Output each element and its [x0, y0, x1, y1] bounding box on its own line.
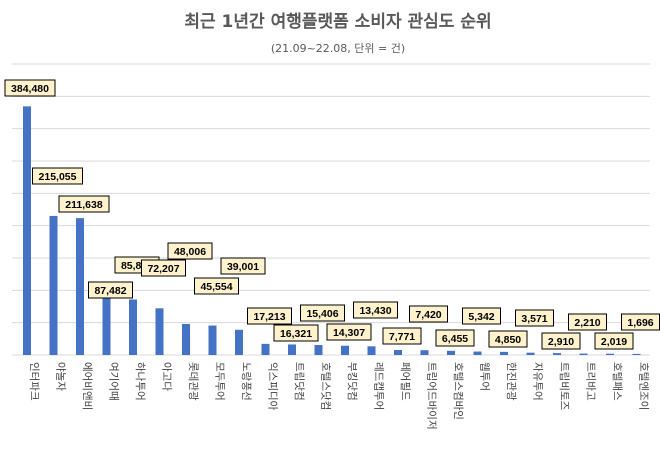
data-label: 2,210 — [574, 317, 600, 329]
x-tick-label: 에어비앤비 — [81, 362, 93, 410]
data-label-box — [353, 301, 398, 319]
data-label-box — [326, 323, 372, 341]
data-label: 3,571 — [521, 313, 547, 325]
data-label: 17,213 — [253, 311, 285, 323]
bar — [314, 345, 323, 355]
data-label-box — [435, 329, 475, 347]
data-label-box — [409, 305, 448, 323]
bar — [632, 353, 641, 355]
bar — [261, 343, 270, 355]
data-label-box — [568, 313, 607, 331]
bar — [182, 323, 190, 355]
data-label-box — [4, 79, 56, 97]
data-label: 13,430 — [359, 305, 391, 317]
data-label: 15,406 — [306, 308, 338, 320]
x-tick-label: 하나투어 — [134, 362, 147, 401]
data-label: 16,321 — [280, 328, 312, 340]
bar — [49, 215, 58, 355]
data-label-box — [141, 259, 186, 277]
x-tick-label: 호텔엔조이 — [638, 362, 650, 410]
x-tick-label: 레드캡투어 — [373, 362, 385, 410]
data-label: 39,001 — [227, 261, 259, 273]
data-label: 211,638 — [65, 199, 103, 211]
data-label-box — [300, 304, 345, 322]
x-tick-label: 호텔스컴바인 — [452, 362, 464, 420]
x-tick-label: 익스피디아 — [267, 362, 279, 411]
data-label-box — [32, 167, 83, 185]
x-tick-label: 롯데관광 — [187, 362, 199, 401]
x-tick-label: 웹투어 — [479, 362, 491, 391]
x-tick-label: 트립닷컴 — [293, 362, 306, 401]
data-label: 7,771 — [389, 331, 415, 343]
x-tick-label: 자유투어 — [532, 362, 544, 401]
x-tick-label: 야놀자 — [55, 362, 68, 391]
x-tick-label: 트립어드바이저 — [426, 362, 439, 430]
data-label-box — [382, 327, 422, 345]
bar — [102, 298, 111, 355]
bar — [579, 353, 588, 355]
data-label: 6,455 — [442, 333, 468, 345]
data-label-box — [220, 257, 266, 275]
bar — [367, 346, 376, 355]
data-label: 14,307 — [333, 327, 365, 339]
x-tick-label: 한진관광 — [505, 362, 517, 401]
data-label: 384,480 — [11, 83, 49, 95]
data-label: 4,850 — [495, 334, 521, 346]
x-tick-label: 트립비토즈 — [558, 362, 571, 411]
bar — [23, 106, 31, 355]
data-label: 72,207 — [147, 263, 179, 275]
bar — [129, 299, 137, 355]
data-label-box — [58, 195, 110, 213]
chart-title: 최근 1년간 여행플랫폼 소비자 관심도 순위 — [184, 12, 491, 32]
data-label-box — [594, 332, 634, 350]
bar — [447, 350, 455, 355]
data-label: 7,420 — [415, 309, 441, 321]
x-tick-label: 페어필드 — [399, 362, 411, 401]
data-label-box — [515, 309, 554, 327]
data-label-box — [247, 307, 292, 325]
bar — [526, 352, 535, 355]
bar — [553, 353, 561, 355]
bar — [208, 325, 217, 355]
bar — [155, 308, 164, 355]
x-tick-label: 모두투어 — [214, 362, 226, 401]
bar — [500, 351, 508, 355]
bar — [76, 218, 84, 355]
x-tick-label: 아고다 — [161, 362, 173, 391]
data-label-box — [167, 242, 213, 260]
data-label-box — [488, 330, 528, 348]
data-label: 87,482 — [94, 285, 126, 297]
data-label-box — [194, 277, 239, 295]
data-label: 2,910 — [548, 336, 574, 348]
chart-subtitle: (21.09~22.08, 단위 = 건) — [271, 42, 405, 55]
data-label-box — [273, 324, 319, 342]
data-label-box — [88, 281, 133, 299]
x-tick-label: 여기어때 — [108, 362, 120, 401]
data-label: 2,019 — [601, 336, 627, 348]
x-tick-label: 인터파크 — [28, 362, 40, 401]
x-tick-label: 트리바고 — [585, 362, 597, 401]
bar — [288, 344, 296, 355]
bar — [473, 351, 482, 355]
data-label: 1,696 — [627, 317, 653, 329]
x-tick-label: 부킹닷컴 — [346, 362, 358, 401]
bar — [235, 329, 243, 355]
bar — [341, 345, 349, 355]
x-tick-label: 호텔패스 — [611, 362, 623, 401]
bar — [420, 350, 429, 355]
bar — [606, 353, 614, 355]
data-label: 215,055 — [39, 171, 77, 183]
data-label: 5,342 — [468, 311, 494, 323]
data-label: 45,554 — [200, 281, 232, 293]
bar — [394, 349, 402, 355]
data-label-box — [462, 307, 501, 325]
data-label-box — [541, 332, 581, 350]
x-tick-label: 노랑풍선 — [240, 362, 252, 401]
x-tick-label: 호텔스닷컴 — [320, 362, 332, 410]
data-label: 48,006 — [174, 246, 206, 258]
